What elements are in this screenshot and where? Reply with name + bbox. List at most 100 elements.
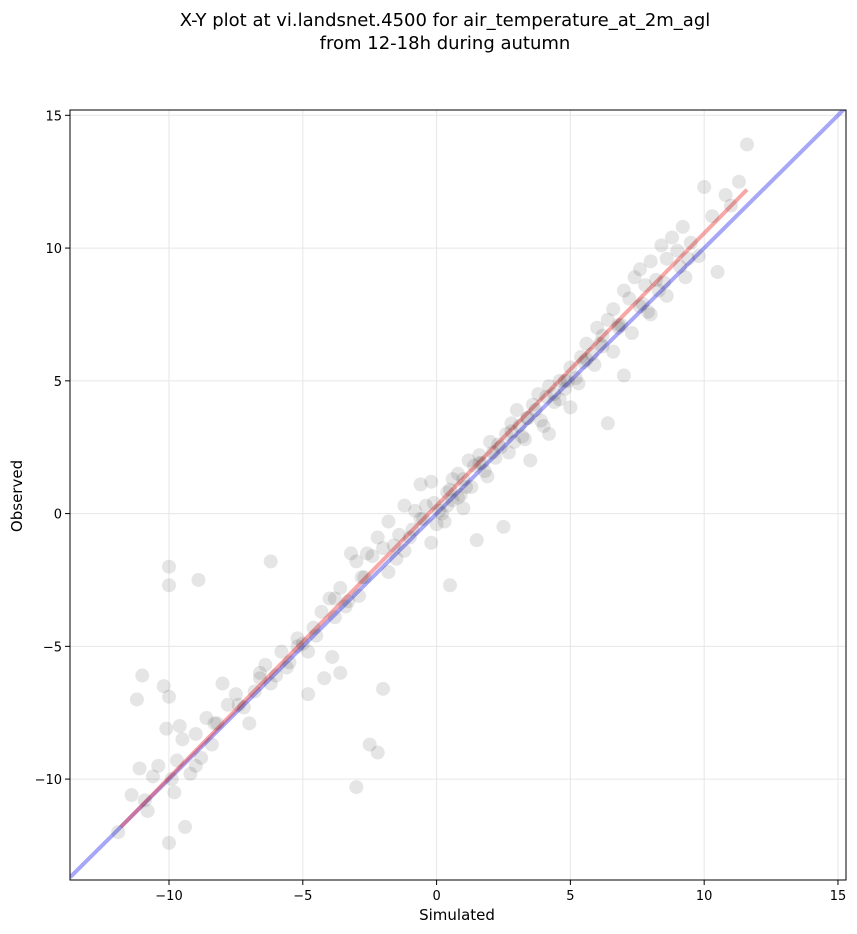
data-point [592, 336, 607, 351]
data-point [210, 716, 225, 731]
data-point [279, 660, 294, 675]
data-point [309, 628, 324, 643]
data-point [333, 665, 348, 680]
data-point [167, 785, 182, 800]
data-point [649, 272, 664, 287]
data-point [558, 381, 573, 396]
data-point [491, 437, 506, 452]
data-point [456, 501, 471, 516]
data-point [306, 620, 321, 635]
data-point [622, 291, 637, 306]
data-point [392, 527, 407, 542]
x-tick-label: 5 [566, 889, 574, 904]
data-point [354, 570, 369, 585]
data-point [731, 174, 746, 189]
data-point [616, 283, 631, 298]
data-point [635, 296, 650, 311]
data-point [651, 283, 666, 298]
plot-area-frame [69, 109, 847, 881]
data-point [397, 543, 412, 558]
data-point [579, 336, 594, 351]
data-point [576, 355, 591, 370]
data-point [657, 275, 672, 290]
data-point [314, 604, 329, 619]
data-point [207, 716, 222, 731]
x-axis-ticks: −10 −5 0 5 10 15 [155, 880, 846, 904]
data-point [242, 716, 257, 731]
data-point [638, 278, 653, 293]
data-point [341, 594, 356, 609]
data-point [632, 262, 647, 277]
data-point [162, 689, 177, 704]
data-point [162, 559, 177, 574]
data-point [301, 687, 316, 702]
identity-line [70, 110, 846, 879]
data-point [504, 416, 519, 431]
data-point [595, 339, 610, 354]
data-point [317, 671, 332, 686]
data-point [493, 440, 508, 455]
data-point [536, 418, 551, 433]
data-point [579, 352, 594, 367]
x-tick-label: −5 [293, 889, 312, 904]
data-point [282, 655, 297, 670]
data-point [263, 554, 278, 569]
y-axis-label: Observed [8, 460, 26, 532]
data-point [574, 349, 589, 364]
data-point [485, 445, 500, 460]
data-point [252, 671, 267, 686]
data-point [188, 726, 203, 741]
data-point [188, 758, 203, 773]
data-point [429, 517, 444, 532]
data-point [456, 472, 471, 487]
data-point [370, 745, 385, 760]
data-point [483, 434, 498, 449]
data-point [381, 565, 396, 579]
data-point [520, 411, 535, 425]
data-point [461, 453, 476, 468]
chart-title-line-1: X-Y plot at vi.landsnet.4500 for air_tem… [180, 10, 711, 31]
data-point [665, 230, 680, 245]
data-point [376, 681, 391, 696]
data-point [437, 514, 452, 529]
data-point [140, 803, 155, 818]
data-point [515, 429, 530, 444]
data-point [129, 692, 144, 707]
data-point [552, 392, 567, 407]
data-point [137, 793, 152, 808]
data-point [333, 580, 348, 595]
data-point [568, 371, 583, 386]
data-point [640, 304, 655, 319]
data-point [351, 588, 366, 603]
data-point [135, 668, 150, 683]
data-point [389, 551, 404, 566]
data-point [520, 411, 535, 425]
data-point [595, 328, 610, 343]
data-point [472, 456, 487, 471]
data-point [418, 498, 433, 513]
data-point [349, 554, 364, 569]
data-point [509, 403, 524, 418]
data-point [627, 270, 642, 285]
data-point [517, 432, 532, 447]
data-point [111, 825, 126, 840]
data-point [440, 485, 455, 500]
data-point [442, 578, 457, 593]
data-point [204, 737, 219, 752]
x-tick-label: 10 [696, 889, 713, 904]
data-point [405, 522, 420, 537]
x-tick-label: 15 [830, 889, 847, 904]
data-point [440, 498, 455, 513]
data-point [370, 530, 385, 545]
data-point [220, 697, 235, 712]
data-point [325, 649, 340, 664]
y-tick-label: 10 [45, 242, 62, 257]
data-point [477, 464, 492, 479]
data-point [611, 320, 626, 335]
grid [70, 110, 846, 880]
data-point [424, 535, 439, 550]
data-point [231, 697, 246, 712]
data-point [451, 466, 465, 481]
data-point [643, 307, 658, 322]
data-point [525, 397, 540, 412]
